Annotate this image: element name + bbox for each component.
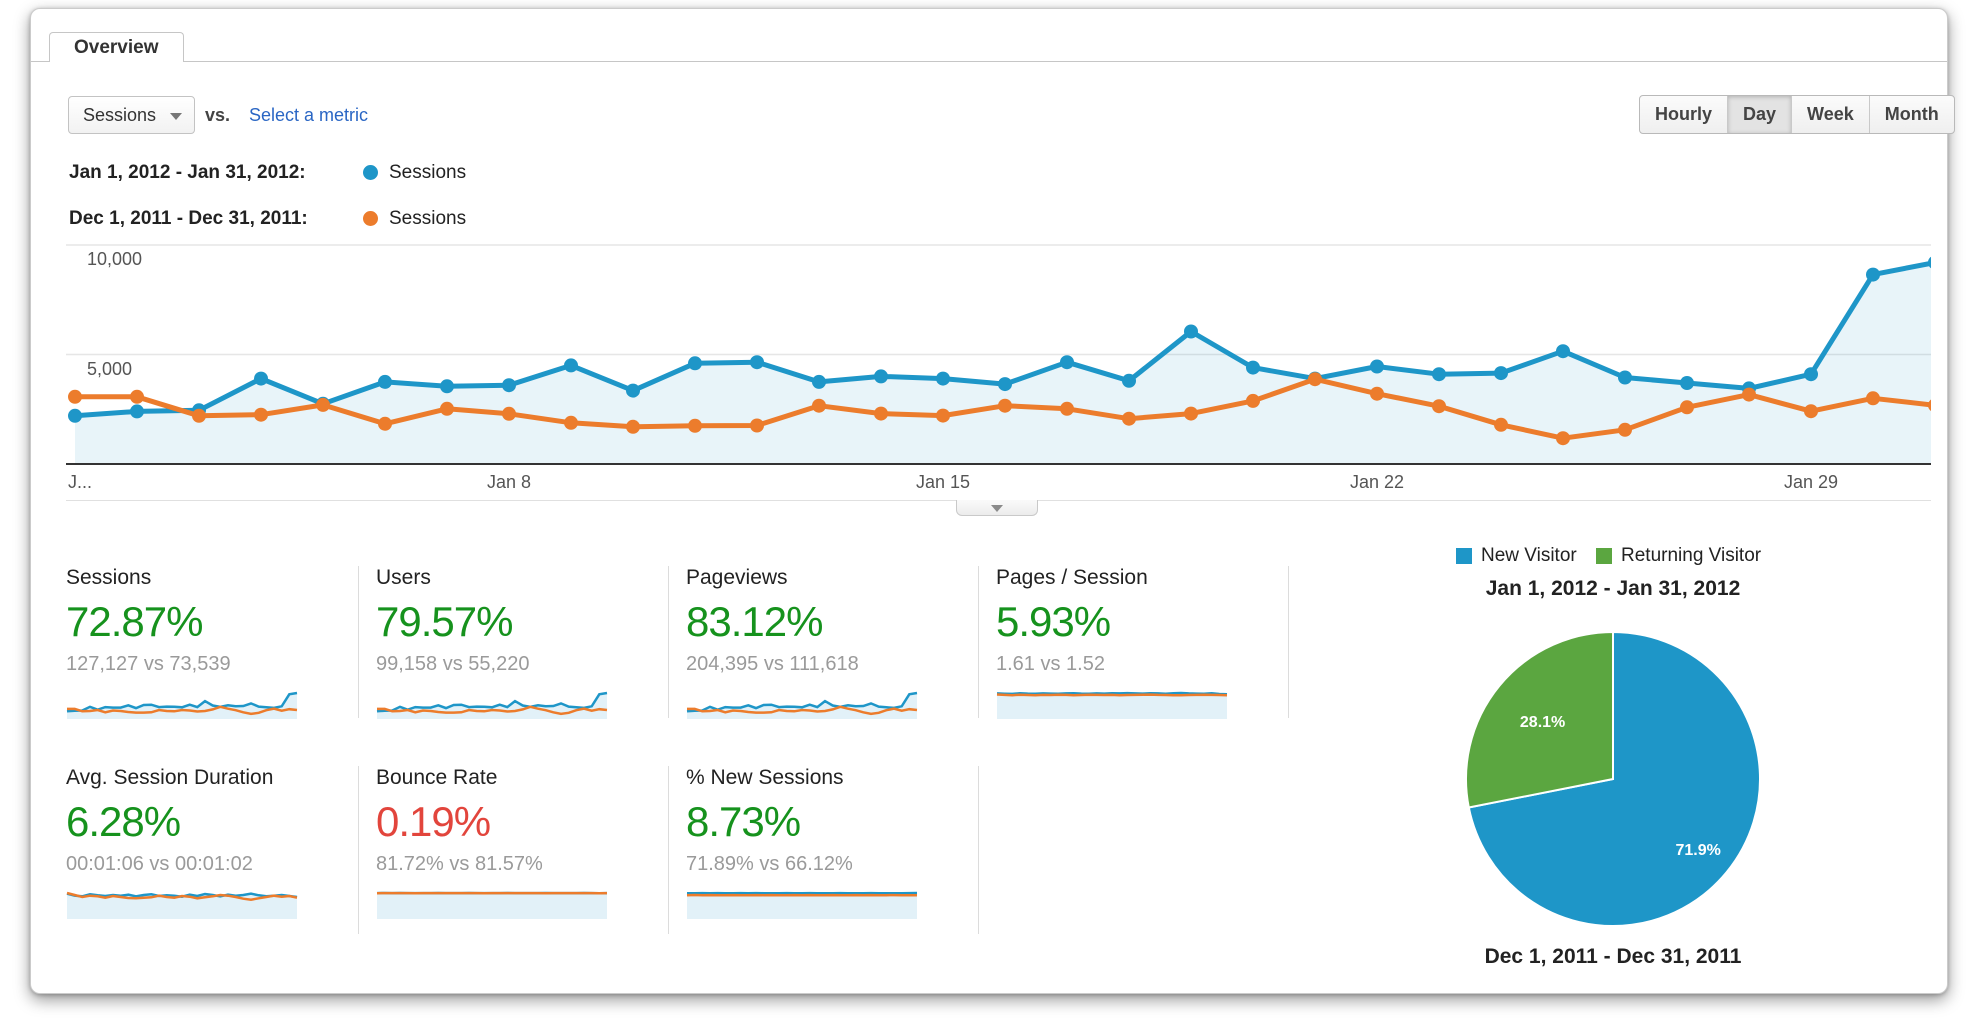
collapse-arrow-icon — [991, 505, 1003, 512]
tab-bar-divider — [31, 61, 1947, 62]
metric-selector-dropdown[interactable]: Sessions — [68, 96, 195, 134]
card-delta: 6.28% — [66, 798, 181, 845]
card-divider — [668, 766, 669, 934]
card-title: Bounce Rate — [376, 766, 498, 789]
card-title: % New Sessions — [686, 766, 844, 789]
card-divider — [978, 766, 979, 934]
pie-legend-new-visitor: New Visitor — [1481, 545, 1577, 566]
card-delta: 79.57% — [376, 598, 513, 645]
x-axis-tick: J... — [68, 472, 93, 492]
card-comparison: 00:01:06 vs 00:01:02 — [66, 853, 253, 875]
card-delta: 83.12% — [686, 598, 823, 645]
returning-visitor-swatch-icon — [1596, 548, 1612, 564]
card-divider — [358, 766, 359, 934]
legend-row-previous: Dec 1, 2011 - Dec 31, 2011: Sessions — [69, 208, 669, 230]
card-title: Pages / Session — [996, 566, 1148, 589]
card-divider — [358, 566, 359, 718]
granularity-button-month[interactable]: Month — [1868, 96, 1954, 133]
x-axis: J... Jan 8 Jan 15 Jan 22 Jan 29 — [66, 472, 1931, 496]
card-title: Users — [376, 566, 431, 589]
legend-range-current: Jan 1, 2012 - Jan 31, 2012: — [69, 162, 306, 183]
pie-slice-returning-visitor — [1465, 630, 1614, 809]
card-sessions[interactable]: Sessions 72.87% 127,127 vs 73,539 — [66, 566, 348, 719]
card-delta: 0.19% — [376, 798, 491, 845]
pie-slice-new-visitor — [1467, 630, 1762, 927]
pie-legend-returning-visitor: Returning Visitor — [1621, 545, 1762, 566]
current-series-dot-icon — [363, 165, 378, 180]
pie-title-previous-period: Dec 1, 2011 - Dec 31, 2011 — [1484, 945, 1742, 968]
sessions-timeline-chart[interactable] — [66, 231, 1931, 466]
sparkline-users — [376, 691, 608, 719]
card-comparison: 204,395 vs 111,618 — [686, 653, 859, 675]
current-series-area — [75, 263, 1931, 464]
card-title: Pageviews — [686, 566, 788, 589]
select-a-metric-link[interactable]: Select a metric — [249, 105, 369, 125]
card-delta: 72.87% — [66, 598, 203, 645]
sparkline-sessions — [66, 691, 298, 719]
card-percent-new-sessions[interactable]: % New Sessions 8.73% 71.89% vs 66.12% — [686, 766, 968, 919]
x-axis-tick: Jan 8 — [486, 472, 532, 492]
sparkline-pageviews — [686, 691, 918, 719]
sparkline-avg-session-duration — [66, 891, 298, 919]
previous-series-dot-icon — [363, 211, 378, 226]
card-title: Sessions — [66, 566, 152, 589]
card-delta: 5.93% — [996, 598, 1111, 645]
card-pages-per-session[interactable]: Pages / Session 5.93% 1.61 vs 1.52 — [996, 566, 1278, 719]
card-comparison: 127,127 vs 73,539 — [66, 653, 231, 675]
pie-slice-label: 71.9% — [1676, 842, 1721, 859]
metric-selector-value: Sessions — [83, 105, 157, 125]
x-axis-tick: Jan 22 — [1349, 472, 1405, 492]
tab-overview[interactable]: Overview — [49, 32, 184, 62]
granularity-button-hourly[interactable]: Hourly — [1655, 104, 1713, 124]
card-comparison: 1.61 vs 1.52 — [996, 653, 1105, 675]
sparkline-bounce-rate — [376, 891, 608, 919]
report-panel: Overview Sessions vs. Select a metric Ho… — [30, 8, 1955, 994]
tab-overview-label: Overview — [74, 37, 159, 58]
y-axis-label-5000: 5,000 — [87, 359, 133, 379]
card-delta: 8.73% — [686, 798, 801, 845]
visitor-type-pie-chart[interactable]: 71.9% 28.1% — [1463, 629, 1763, 929]
sparkline-pages-per-session — [996, 691, 1228, 719]
card-avg-session-duration[interactable]: Avg. Session Duration 6.28% 00:01:06 vs … — [66, 766, 348, 919]
card-pageviews[interactable]: Pageviews 83.12% 204,395 vs 111,618 — [686, 566, 968, 719]
granularity-button-week[interactable]: Week — [1791, 96, 1869, 133]
card-divider — [668, 566, 669, 718]
legend-metric-current: Sessions — [389, 162, 467, 183]
card-title: Avg. Session Duration — [66, 766, 274, 789]
y-axis-label-10000: 10,000 — [87, 249, 143, 269]
legend-row-current: Jan 1, 2012 - Jan 31, 2012: Sessions — [69, 162, 669, 184]
x-axis-tick: Jan 29 — [1783, 472, 1839, 492]
card-comparison: 71.89% vs 66.12% — [686, 853, 853, 875]
sparkline-percent-new-sessions — [686, 891, 918, 919]
card-users[interactable]: Users 79.57% 99,158 vs 55,220 — [376, 566, 658, 719]
x-axis-tick: Jan 15 — [915, 472, 971, 492]
pie-slice-label: 28.1% — [1520, 714, 1565, 731]
card-divider — [978, 566, 979, 718]
card-comparison: 99,158 vs 55,220 — [376, 653, 530, 675]
new-visitor-swatch-icon — [1456, 548, 1472, 564]
legend-range-previous: Dec 1, 2011 - Dec 31, 2011: — [69, 208, 308, 229]
chart-collapse-handle[interactable] — [956, 500, 1038, 516]
card-bounce-rate[interactable]: Bounce Rate 0.19% 81.72% vs 81.57% — [376, 766, 658, 919]
card-divider — [1288, 566, 1289, 718]
legend-metric-previous: Sessions — [389, 208, 467, 229]
pie-title-current-period: Jan 1, 2012 - Jan 31, 2012 — [1485, 577, 1741, 600]
vs-label: vs. — [205, 105, 231, 125]
card-comparison: 81.72% vs 81.57% — [376, 853, 543, 875]
chevron-down-icon — [170, 113, 182, 120]
granularity-button-group: Hourly Day Week Month — [1639, 95, 1955, 134]
granularity-button-day[interactable]: Day — [1727, 96, 1792, 133]
